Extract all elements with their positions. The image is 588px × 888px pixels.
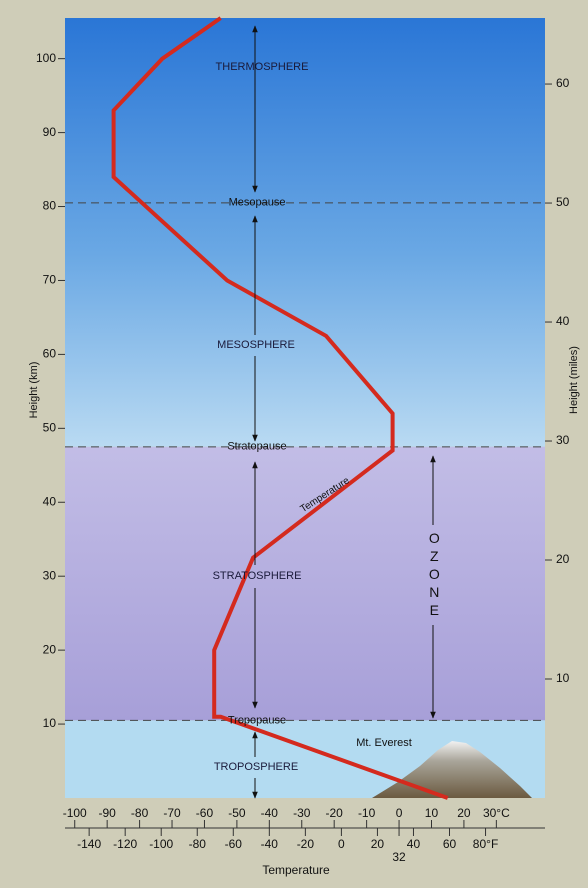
y2-tick-label: 20: [556, 552, 570, 566]
band: [65, 18, 545, 447]
x2-tick-label: -40: [261, 837, 279, 851]
layer-label: MESOSPHERE: [217, 339, 295, 351]
x-tick-label: -30: [293, 806, 311, 820]
x2-tick-label: 32: [392, 850, 406, 864]
y-tick-label: 20: [43, 642, 57, 656]
y2-tick-label: 30: [556, 433, 570, 447]
boundary-label: Stratopause: [227, 441, 286, 453]
x-tick-label: -40: [261, 806, 279, 820]
x-tick-label: -60: [196, 806, 214, 820]
y-tick-label: 50: [43, 421, 57, 435]
x2-tick-label: 40: [407, 837, 421, 851]
y-tick-label: 70: [43, 273, 57, 287]
x2-tick-label: 0: [338, 837, 345, 851]
everest-label: Mt. Everest: [356, 737, 412, 749]
boundary-label: Tropopause: [228, 714, 286, 726]
x-axis-title: Temperature: [262, 863, 330, 877]
x2-tick-label: -140: [77, 837, 101, 851]
y-tick-label: 60: [43, 347, 57, 361]
x-tick-label: 20: [457, 806, 471, 820]
background-bands: [65, 18, 545, 798]
x-tick-label: -70: [163, 806, 181, 820]
x-tick-label: -20: [326, 806, 344, 820]
x-tick-label: -90: [98, 806, 116, 820]
layer-label: THERMOSPHERE: [216, 61, 309, 73]
y-tick-label: 40: [43, 494, 57, 508]
ozone-label: OZONE: [426, 530, 442, 620]
x2-tick-label: -100: [149, 837, 173, 851]
x-tick-label: 0: [396, 806, 403, 820]
x2-tick-label: -80: [189, 837, 207, 851]
x2-tick-label: 80°F: [473, 837, 498, 851]
x-tick-label: 10: [425, 806, 439, 820]
y-tick-label: 30: [43, 568, 57, 582]
x2-tick-label: 20: [371, 837, 385, 851]
x2-tick-label: -60: [225, 837, 243, 851]
y-tick-label: 90: [43, 125, 57, 139]
y-tick-label: 100: [36, 51, 56, 65]
x-tick-label: -80: [131, 806, 149, 820]
band: [65, 447, 545, 721]
y-tick-label: 10: [43, 716, 57, 730]
layer-label: STRATOSPHERE: [213, 570, 302, 582]
x-tick-label: -100: [63, 806, 87, 820]
y2-axis-title: Height (miles): [568, 346, 580, 414]
x2-tick-label: -20: [297, 837, 315, 851]
boundary-label: Mesopause: [229, 197, 286, 209]
x-tick-label: -10: [358, 806, 376, 820]
y2-tick-label: 10: [556, 671, 570, 685]
chart: THERMOSPHERE MESOSPHERE STRATOSPHERE TRO…: [0, 0, 588, 888]
x-tick-label: 30°C: [483, 806, 510, 820]
x2-tick-label: 60: [443, 837, 457, 851]
x2-tick-label: -120: [113, 837, 137, 851]
y2-tick-label: 60: [556, 76, 570, 90]
y2-tick-label: 40: [556, 314, 570, 328]
layer-label: TROPOSPHERE: [214, 761, 298, 773]
y-tick-label: 80: [43, 199, 57, 213]
y2-tick-label: 50: [556, 195, 570, 209]
y-axis-title: Height (km): [28, 362, 40, 419]
x-tick-label: -50: [228, 806, 246, 820]
